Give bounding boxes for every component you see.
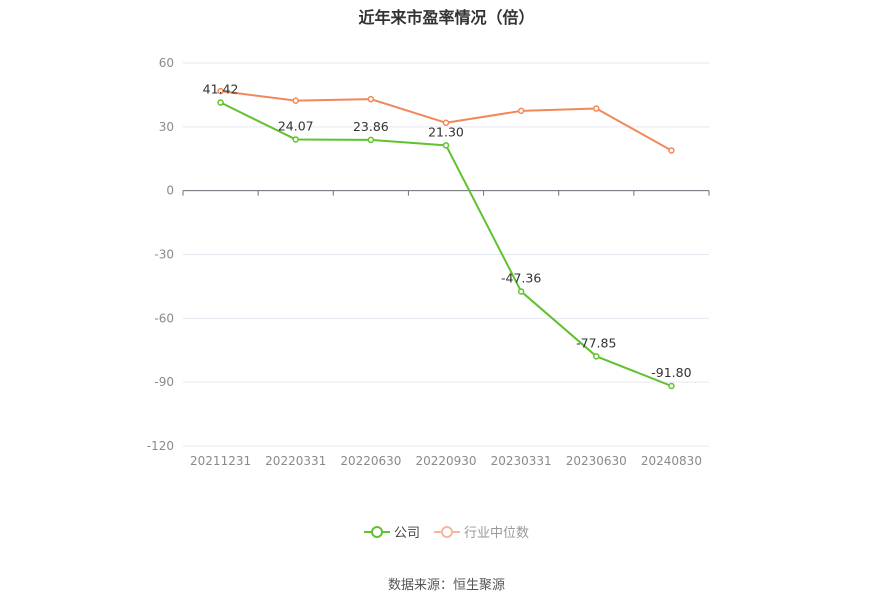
- x-axis: [182, 190, 710, 196]
- company-legend-icon: [363, 525, 390, 538]
- y-tick-label: 0: [166, 184, 174, 198]
- company-data-point: [517, 288, 525, 295]
- y-tick-label: -120: [147, 439, 174, 453]
- industry-median-data-point: [217, 87, 224, 95]
- industry-median-data-point: [593, 105, 600, 112]
- legend-item-industry-median[interactable]: 行业中位数: [434, 522, 529, 541]
- legend-label-industry-median: 行业中位数: [464, 526, 530, 541]
- data-labels: 41.42 24.07 23.86 21.30 -47.36 -77.85 -91.80: [203, 82, 692, 380]
- legend: 公司 行业中位数: [0, 522, 893, 541]
- company-data-label: -91.80: [651, 365, 691, 380]
- legend-item-company[interactable]: 公司: [363, 522, 420, 541]
- industry-median-data-point: [292, 97, 299, 104]
- industry-median-data-point: [367, 95, 375, 103]
- company-data-label: 21.30: [428, 124, 464, 139]
- x-axis-ticks: 20211231 20220331 20220630 20220930 20230331…: [190, 454, 702, 468]
- company-data-label: 24.07: [278, 118, 314, 133]
- industry-median-data-point: [517, 107, 525, 115]
- x-tick-label: 20240830: [641, 454, 702, 468]
- y-tick-label: 30: [159, 120, 174, 134]
- x-tick-label: 20220331: [265, 454, 326, 468]
- x-tick-label: 20230630: [566, 454, 627, 468]
- legend-label-company: 公司: [393, 526, 420, 541]
- y-tick-label: 60: [159, 56, 174, 70]
- company-data-label: 23.86: [353, 119, 389, 134]
- industry-median-data-point: [442, 119, 450, 127]
- industry-median-legend-icon: [434, 525, 460, 538]
- y-tick-label: -30: [154, 248, 174, 262]
- company-data-point: [668, 382, 675, 390]
- x-tick-label: 20230331: [491, 454, 552, 468]
- data-source-note: 数据来源：恒生聚源: [387, 578, 505, 593]
- x-tick-label: 20220930: [415, 454, 476, 468]
- industry-median-data-point: [668, 147, 675, 154]
- y-tick-label: -90: [154, 375, 174, 389]
- y-axis-ticks: 60 30 0 -30 -60 -90 -120: [147, 56, 174, 453]
- x-tick-label: 20211231: [190, 454, 251, 468]
- company-data-point: [292, 136, 299, 143]
- company-data-point: [593, 353, 600, 360]
- company-data-label: 41.42: [203, 82, 239, 97]
- x-tick-label: 20220630: [340, 454, 401, 468]
- y-tick-label: -60: [154, 311, 174, 325]
- company-data-point: [442, 142, 450, 149]
- company-data-point: [217, 99, 224, 106]
- chart-title: 近年来市盈率情况（倍）: [358, 8, 535, 27]
- company-data-point: [367, 136, 375, 144]
- series-lines: [217, 87, 675, 390]
- company-data-label: -47.36: [501, 270, 541, 285]
- company-data-label: -77.85: [576, 335, 616, 350]
